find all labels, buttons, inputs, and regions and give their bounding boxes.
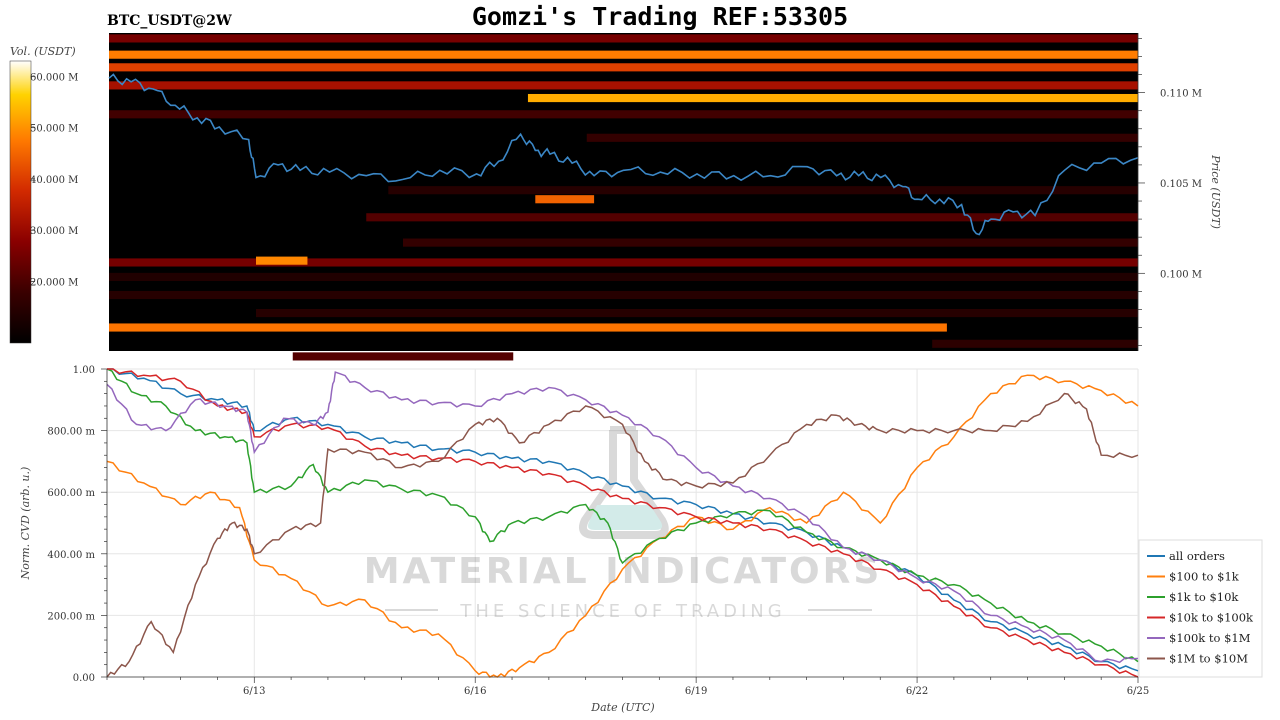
price-line: [108, 73, 1139, 236]
heatmap-level: [109, 63, 1138, 72]
heatmap-level: [535, 195, 595, 204]
y-tick-label: 400.00 m: [47, 550, 95, 561]
cvd-line-6: [106, 392, 1139, 678]
legend-label: $1M to $10M: [1169, 652, 1248, 666]
heatmap-level: [366, 213, 1138, 222]
y-tick-label: 1.00: [73, 365, 95, 376]
legend-label: $100 to $1k: [1169, 570, 1240, 584]
heatmap-level: [388, 186, 1138, 195]
y-tick-label: 800.00 m: [47, 427, 95, 438]
legend: [1138, 539, 1263, 678]
heatmap-level: [256, 256, 308, 265]
price-axis-ticks: 0.110 M 0.105 M 0.100 M: [1138, 38, 1202, 346]
legend-label: all orders: [1169, 549, 1225, 563]
heatmap-levels: [109, 34, 1138, 361]
heatmap-level: [109, 323, 947, 332]
colorbar-tick-label: 30.000 M: [30, 226, 78, 237]
watermark-title: MATERIAL INDICATORS: [364, 551, 883, 592]
heatmap-level: [256, 308, 1138, 318]
price-axis-tick-label: 0.100 M: [1160, 269, 1202, 280]
legend-label: $10k to $100k: [1169, 611, 1254, 625]
chart-title: Gomzi's Trading REF:53305: [472, 2, 848, 31]
heatmap-level: [109, 110, 1138, 119]
y-tick-label: 600.00 m: [47, 488, 95, 499]
cvd-line-4: [107, 368, 1139, 678]
x-tick-label: 6/19: [685, 686, 707, 697]
colorbar-tick-label: 50.000 M: [30, 124, 78, 135]
y-tick-label: 200.00 m: [47, 611, 95, 622]
heatmap-level: [109, 50, 1138, 59]
colorbar-tick-label: 60.000 M: [30, 72, 78, 83]
heatmap-level: [109, 258, 1138, 267]
y-axis-ticks: 1.00 800.00 m 600.00 m 400.00 m 200.00 m 0.00: [47, 365, 107, 684]
colorbar-label: Vol. (USDT): [10, 45, 76, 58]
heatmap-level: [932, 339, 1138, 348]
legend-label: $100k to $1M: [1169, 631, 1251, 645]
colorbar-ticks: 60.000 M 50.000 M 40.000 M 30.000 M 20.000 M: [30, 72, 78, 288]
cvd-line-3: [106, 368, 1139, 663]
colorbar-tick-label: 40.000 M: [30, 175, 78, 186]
price-axis-label: Price (USDT): [1209, 154, 1222, 229]
x-axis-label: Date (UTC): [590, 701, 654, 714]
heatmap-level: [109, 81, 1138, 90]
flask-icon: [579, 426, 669, 539]
x-tick-label: 6/13: [243, 686, 265, 697]
pair-label: BTC_USDT@2W: [107, 13, 232, 29]
heatmap-level: [109, 290, 1138, 300]
y-tick-label: 0.00: [73, 673, 95, 684]
heatmap-level: [527, 93, 1138, 103]
heatmap-level: [109, 34, 1138, 43]
x-axis-ticks: 6/13 6/16 6/19 6/22 6/25: [106, 677, 1149, 697]
heatmap-level: [403, 238, 1138, 247]
x-tick-label: 6/25: [1127, 686, 1149, 697]
heatmap-level: [586, 133, 1138, 142]
x-tick-label: 6/16: [464, 686, 486, 697]
watermark-subtitle: THE SCIENCE OF TRADING: [459, 601, 785, 622]
heatmap-level: [109, 272, 1138, 281]
legend-items: all orders $100 to $1k $1k to $10k $10k to …: [1147, 549, 1254, 666]
heatmap-level: [292, 352, 514, 361]
price-axis-tick-label: 0.105 M: [1160, 179, 1202, 190]
colorbar-tick-label: 20.000 M: [30, 277, 78, 288]
cvd-line-5: [106, 371, 1139, 664]
cvd-series: [106, 368, 1139, 678]
price-axis-tick-label: 0.110 M: [1160, 89, 1202, 100]
colorbar: [9, 60, 32, 344]
x-tick-label: 6/22: [906, 686, 928, 697]
legend-label: $1k to $10k: [1169, 590, 1239, 604]
cvd-line-1: [107, 368, 1139, 672]
y-axis-label: Norm. CVD (arb. u.): [19, 467, 32, 581]
cvd-line-2: [106, 374, 1139, 678]
cvd-plot-area: [107, 369, 1138, 677]
